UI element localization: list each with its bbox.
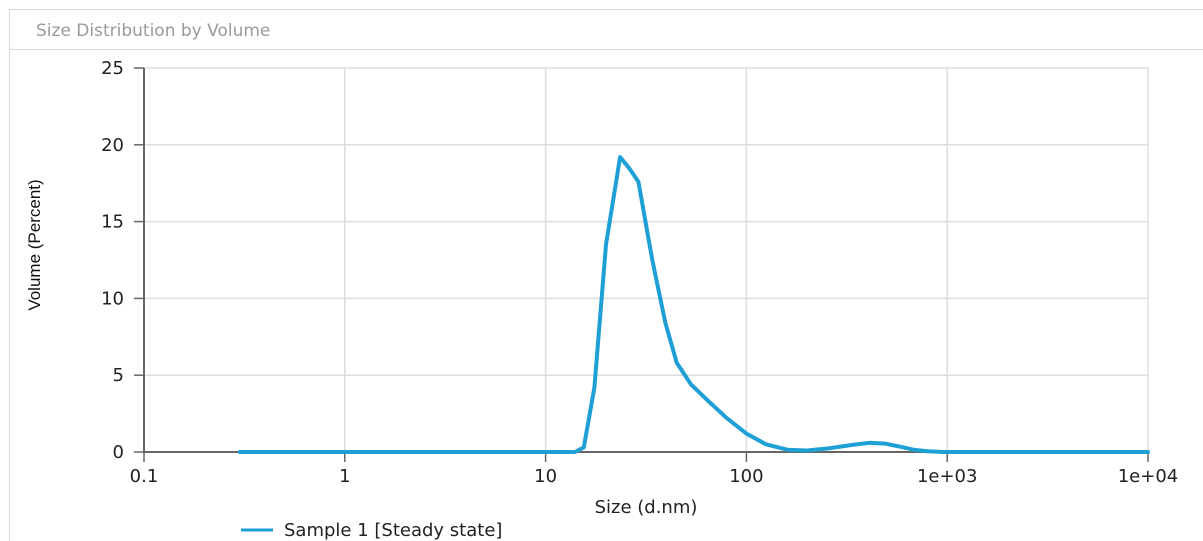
x-tick-label: 1e+04 [1118, 466, 1179, 487]
y-tick-label: 0 [113, 442, 124, 463]
x-tick-label: 0.1 [130, 466, 159, 487]
legend: Sample 1 [Steady state] [241, 520, 502, 541]
x-tick-label: 1 [339, 466, 350, 487]
x-tick-label: 10 [534, 466, 557, 487]
y-tick-label: 20 [101, 135, 124, 156]
y-tick-label: 5 [113, 365, 124, 386]
x-tick-label: 100 [729, 466, 763, 487]
legend-label-sample-1: Sample 1 [Steady state] [284, 520, 502, 541]
y-tick-label: 15 [101, 212, 124, 233]
chart-title: Size Distribution by Volume [36, 21, 271, 41]
y-tick-label: 10 [101, 288, 124, 309]
x-tick-label: 1e+03 [917, 466, 978, 487]
tick-labels: 0 5 10 15 20 25 0.1 1 10 100 1e+03 1e+04 [101, 58, 1178, 487]
grid-lines [144, 67, 1149, 452]
y-tick-label: 25 [101, 58, 124, 79]
y-axis-label: Volume (Percent) [25, 179, 44, 310]
chart-panel: Size Distribution by Volume [9, 9, 1203, 541]
axes [134, 67, 1149, 462]
x-axis-label: Size (d.nm) [595, 497, 698, 518]
series-lines [237, 155, 1150, 454]
panel-header: Size Distribution by Volume [10, 10, 1203, 50]
series-line-1 [237, 155, 1150, 454]
